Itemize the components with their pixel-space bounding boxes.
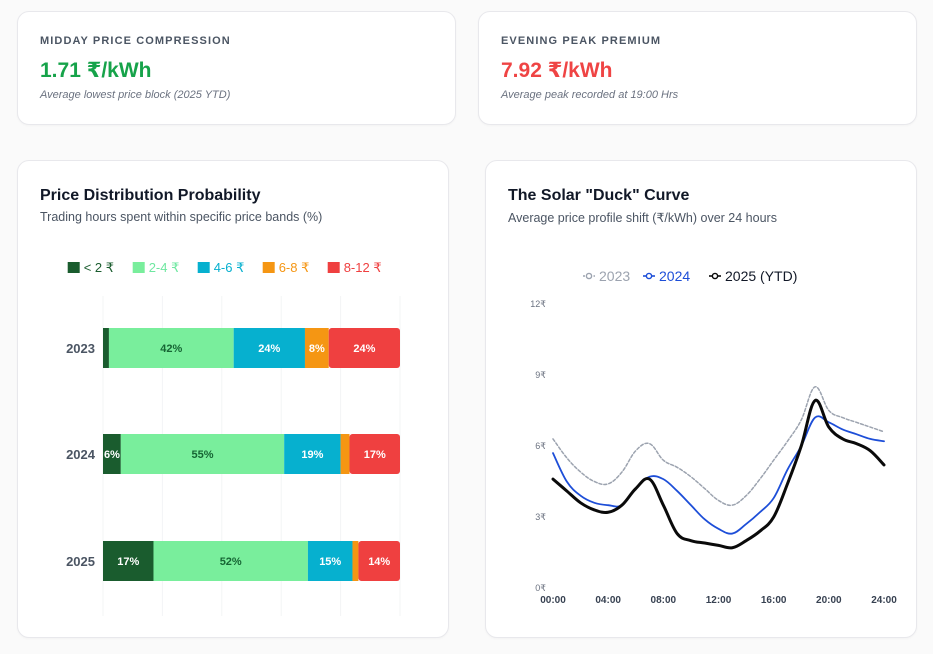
legend-label: 2025 (YTD)	[725, 268, 797, 284]
data-label: 6%	[104, 449, 120, 461]
bar-segment	[349, 434, 400, 474]
duck-curve-chart: 0₹ 3₹ 6₹ 9₹ 12₹ 00:00 04:00 08:00 12:00 16:00 20:0…	[530, 268, 897, 606]
series-line	[551, 398, 886, 550]
legend-marker	[585, 272, 593, 280]
legend-marker	[711, 272, 719, 280]
x-tick-label: 08:00	[651, 595, 677, 606]
data-label: 17%	[117, 556, 139, 568]
y-tick-label: 6₹	[535, 441, 546, 451]
legend-swatch	[132, 262, 145, 273]
chart-title: Price Distribution Probability	[40, 187, 261, 204]
x-tick-label: 04:00	[595, 595, 621, 606]
kpi-note: Average lowest price block (2025 YTD)	[40, 89, 231, 101]
series-line	[552, 386, 885, 507]
category-label: 2023	[66, 341, 95, 356]
data-label: 52%	[220, 556, 242, 568]
data-label: 24%	[258, 343, 280, 355]
kpi-note: Average peak recorded at 19:00 Hrs	[501, 89, 679, 101]
x-tick-label: 20:00	[816, 595, 842, 606]
x-tick-label: 24:00	[871, 595, 897, 606]
kpi-card-evening: EVENING PEAK PREMIUM 7.92 ₹/kWh Average …	[478, 11, 917, 125]
legend-swatch	[67, 262, 80, 273]
distribution-chart: < 2 ₹ 2-4 ₹ 4-6 ₹ 6-8 ₹ 8-12 ₹ 2023 42% 24% 8% 24…	[66, 260, 401, 616]
category-label: 2025	[66, 554, 95, 569]
distribution-card: Price Distribution Probability Trading h…	[17, 160, 449, 638]
y-tick-label: 9₹	[535, 370, 546, 380]
bar-segment	[307, 541, 353, 581]
bar-segment	[358, 541, 400, 581]
kpi-card-midday: MIDDAY PRICE COMPRESSION 1.71 ₹/kWh Aver…	[17, 11, 456, 125]
bar-segment	[233, 328, 305, 368]
bar-segment	[304, 328, 329, 368]
x-tick-label: 12:00	[706, 595, 732, 606]
data-label: 42%	[160, 343, 182, 355]
chart-title: The Solar "Duck" Curve	[508, 187, 690, 204]
kpi-value: 1.71 ₹/kWh	[40, 59, 152, 82]
bar-segment	[103, 434, 121, 474]
data-label: 17%	[364, 449, 386, 461]
kpi-label: EVENING PEAK PREMIUM	[501, 35, 662, 47]
legend-label: 2023	[599, 268, 630, 284]
legend-swatch	[327, 262, 340, 273]
legend-label: 6-8 ₹	[279, 260, 310, 275]
data-label: 14%	[368, 556, 390, 568]
legend-label: 8-12 ₹	[344, 260, 382, 275]
bar-segment	[103, 541, 154, 581]
legend-swatch	[197, 262, 210, 273]
legend-label: 4-6 ₹	[214, 260, 245, 275]
kpi-value: 7.92 ₹/kWh	[501, 59, 613, 82]
legend-swatch	[262, 262, 275, 273]
x-tick-label: 16:00	[761, 595, 787, 606]
y-tick-label: 12₹	[530, 299, 546, 309]
data-label: 24%	[353, 343, 375, 355]
duck-curve-card: The Solar "Duck" Curve Average price pro…	[485, 160, 917, 638]
data-label: 8%	[309, 343, 325, 355]
data-label: 15%	[319, 556, 341, 568]
bar-segment	[108, 328, 234, 368]
bar-segment	[153, 541, 308, 581]
bar-segment	[103, 328, 109, 368]
y-tick-label: 0₹	[535, 583, 546, 593]
bar-segment	[328, 328, 400, 368]
bar-segment	[120, 434, 285, 474]
series-line	[552, 415, 885, 535]
kpi-label: MIDDAY PRICE COMPRESSION	[40, 35, 231, 47]
chart-subtitle: Trading hours spent within specific pric…	[40, 210, 323, 224]
legend-marker	[645, 272, 653, 280]
bar-segment	[284, 434, 341, 474]
chart-subtitle: Average price profile shift (₹/kWh) over…	[508, 211, 777, 225]
y-tick-label: 3₹	[535, 512, 546, 522]
legend-label: 2-4 ₹	[149, 260, 180, 275]
category-label: 2024	[66, 447, 96, 462]
data-label: 55%	[191, 449, 213, 461]
x-tick-label: 00:00	[540, 595, 566, 606]
legend-label: 2024	[659, 268, 690, 284]
legend-label: < 2 ₹	[84, 260, 114, 275]
data-label: 19%	[301, 449, 323, 461]
bar-segment	[340, 434, 350, 474]
bar-segment	[352, 541, 359, 581]
